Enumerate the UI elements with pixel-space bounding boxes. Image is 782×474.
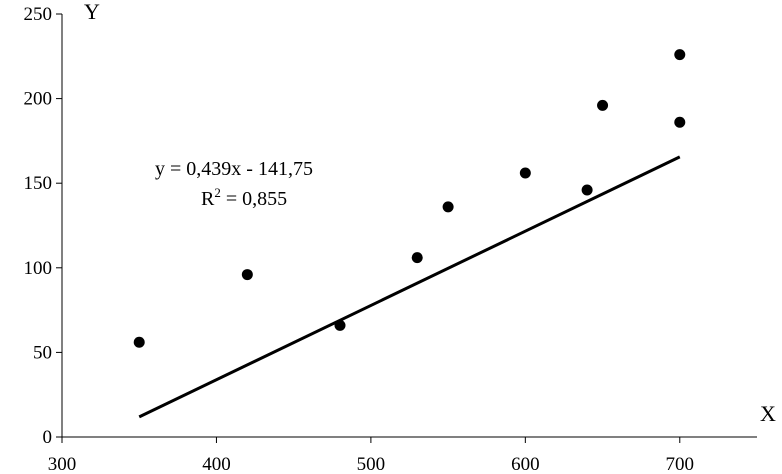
axes — [61, 14, 757, 438]
r-squared-value: = 0,855 — [221, 188, 287, 210]
x-tick-label: 600 — [511, 454, 540, 474]
x-tick-label: 500 — [357, 454, 386, 474]
r-squared-superscript: 2 — [214, 185, 221, 200]
data-point — [442, 201, 454, 213]
data-points — [133, 49, 686, 348]
x-tick-label: 400 — [202, 454, 231, 474]
r-squared-prefix: R — [201, 188, 215, 210]
data-point — [133, 336, 145, 348]
r-squared-label: R2 = 0,855 — [201, 185, 287, 210]
data-point — [581, 184, 593, 196]
x-tick-label: 300 — [48, 454, 77, 474]
trendline-equation: y = 0,439x - 141,75 — [155, 158, 313, 180]
y-tick-label: 250 — [24, 4, 53, 25]
data-point — [519, 167, 531, 179]
data-point — [674, 116, 686, 128]
x-axis-title: X — [760, 401, 776, 426]
data-point — [597, 99, 609, 111]
data-point — [674, 49, 686, 61]
x-ticks: 300 400 500 600 700 — [48, 437, 694, 474]
y-tick-label: 150 — [24, 173, 53, 194]
x-tick-label: 700 — [666, 454, 695, 474]
y-tick-label: 100 — [24, 258, 53, 279]
y-axis-title: Y — [84, 0, 100, 24]
y-ticks: 0 50 100 150 200 250 — [24, 4, 62, 448]
data-point — [411, 252, 423, 264]
data-point — [334, 319, 346, 331]
y-tick-label: 50 — [33, 342, 52, 363]
y-tick-label: 0 — [43, 427, 53, 448]
y-tick-label: 200 — [24, 89, 53, 110]
data-point — [241, 269, 253, 281]
trendline — [138, 155, 681, 419]
